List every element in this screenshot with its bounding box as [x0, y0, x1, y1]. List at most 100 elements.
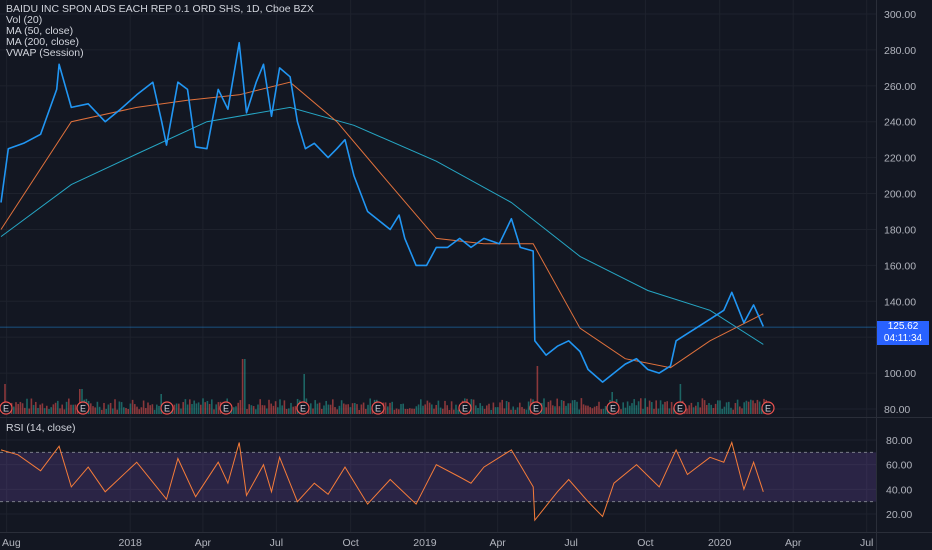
volume-bar: [629, 405, 631, 414]
earnings-marker-icon: [0, 401, 13, 415]
volume-bar: [351, 403, 354, 414]
volume-bar: [426, 400, 429, 414]
volume-bar: [270, 403, 272, 414]
volume-bar: [543, 398, 545, 414]
legend-vwap[interactable]: VWAP (Session): [6, 47, 84, 59]
volume-bar: [501, 399, 503, 414]
volume-bar: [279, 399, 281, 414]
volume-bar: [578, 409, 580, 414]
volume-bar: [131, 399, 134, 414]
volume-bar: [52, 404, 55, 414]
price-tick-label: 260.00: [884, 81, 916, 93]
volume-bar: [281, 405, 283, 414]
time-tick-label: 2019: [413, 537, 437, 549]
volume-bar: [673, 407, 675, 414]
volume-bar: [554, 406, 556, 414]
volume-bar: [32, 404, 35, 414]
volume-bar: [369, 398, 371, 414]
volume-bar: [123, 407, 125, 414]
rsi-legend[interactable]: RSI (14, close): [6, 422, 76, 434]
volume-bar: [417, 404, 420, 414]
earnings-marker-icon: [219, 401, 233, 415]
volume-bar: [13, 406, 15, 414]
volume-bar: [54, 402, 57, 414]
volume-bar: [516, 407, 519, 414]
volume-bar: [151, 404, 154, 414]
volume-bar: [393, 409, 396, 414]
legend-vol[interactable]: Vol (20): [6, 14, 43, 26]
volume-bar: [118, 401, 121, 414]
volume-bar: [398, 409, 400, 414]
symbol-title[interactable]: BAIDU INC SPON ADS EACH REP 0.1 ORD SHS,…: [6, 3, 314, 15]
volume-bar: [437, 400, 440, 414]
price-tick-label: 100.00: [884, 368, 916, 380]
volume-bar: [424, 404, 426, 414]
volume-bar: [200, 404, 202, 414]
price-tick-label: 160.00: [884, 260, 916, 272]
volume-bar: [248, 404, 250, 414]
volume-bar: [657, 408, 660, 414]
volume-bar: [686, 408, 688, 414]
earnings-marker-label: E: [80, 404, 86, 414]
volume-bar: [494, 407, 497, 414]
volume-bar: [435, 404, 437, 414]
volume-bar: [140, 407, 143, 414]
volume-bar: [585, 405, 587, 414]
volume-bar: [114, 399, 116, 414]
volume-bar: [523, 408, 525, 414]
volume-bar: [598, 401, 600, 414]
volume-bar: [488, 403, 490, 414]
volume-bar: [116, 409, 118, 414]
volume-bar: [274, 401, 277, 414]
volume-bar: [90, 403, 92, 414]
volume-bar: [565, 405, 567, 414]
legend-ma200[interactable]: MA (200, close): [6, 36, 79, 48]
volume-bar: [560, 400, 563, 414]
volume-bar: [259, 399, 261, 414]
volume-bar: [591, 408, 594, 414]
volume-bar: [92, 406, 94, 414]
earnings-marker-icon: [458, 401, 472, 415]
rsi-tick-label: 60.00: [886, 460, 912, 472]
volume-bar: [354, 402, 356, 414]
rsi-tick-label: 20.00: [886, 509, 912, 521]
volume-bar: [303, 374, 305, 414]
volume-bar: [334, 407, 336, 414]
earnings-marker-icon: [160, 401, 174, 415]
price-tick-label: 140.00: [884, 296, 916, 308]
volume-bar: [70, 404, 72, 414]
earnings-marker-icon: [371, 401, 385, 415]
volume-bar: [743, 402, 745, 414]
earnings-marker-label: E: [3, 404, 9, 414]
ma200-line: [0, 106, 764, 345]
volume-bar: [197, 402, 200, 414]
volume-bar: [241, 359, 244, 414]
volume-bar: [582, 404, 585, 414]
volume-bar: [442, 408, 444, 414]
time-tick-label: Oct: [637, 537, 653, 549]
legend-ma50[interactable]: MA (50, close): [6, 25, 74, 37]
volume-bar: [549, 400, 552, 414]
volume-bar: [358, 409, 360, 414]
volume-bar: [340, 400, 343, 414]
volume-bar: [655, 400, 657, 414]
volume-bar: [593, 406, 596, 414]
volume-bar: [237, 402, 239, 414]
earnings-marker-label: E: [610, 404, 616, 414]
volume-bar: [723, 406, 726, 414]
volume-bar: [556, 398, 558, 414]
volume-bar: [321, 408, 323, 414]
volume-bar: [754, 403, 756, 414]
volume-bar: [338, 405, 341, 414]
volume-bar: [180, 408, 182, 414]
volume-bar: [400, 404, 402, 414]
volume-bar: [138, 409, 140, 414]
volume-bar: [294, 406, 297, 414]
price-tick-label: 200.00: [884, 189, 916, 201]
volume-bar: [701, 398, 704, 414]
volume-bar: [191, 404, 193, 414]
volume-bar: [761, 408, 763, 414]
volume-bar: [68, 398, 70, 414]
